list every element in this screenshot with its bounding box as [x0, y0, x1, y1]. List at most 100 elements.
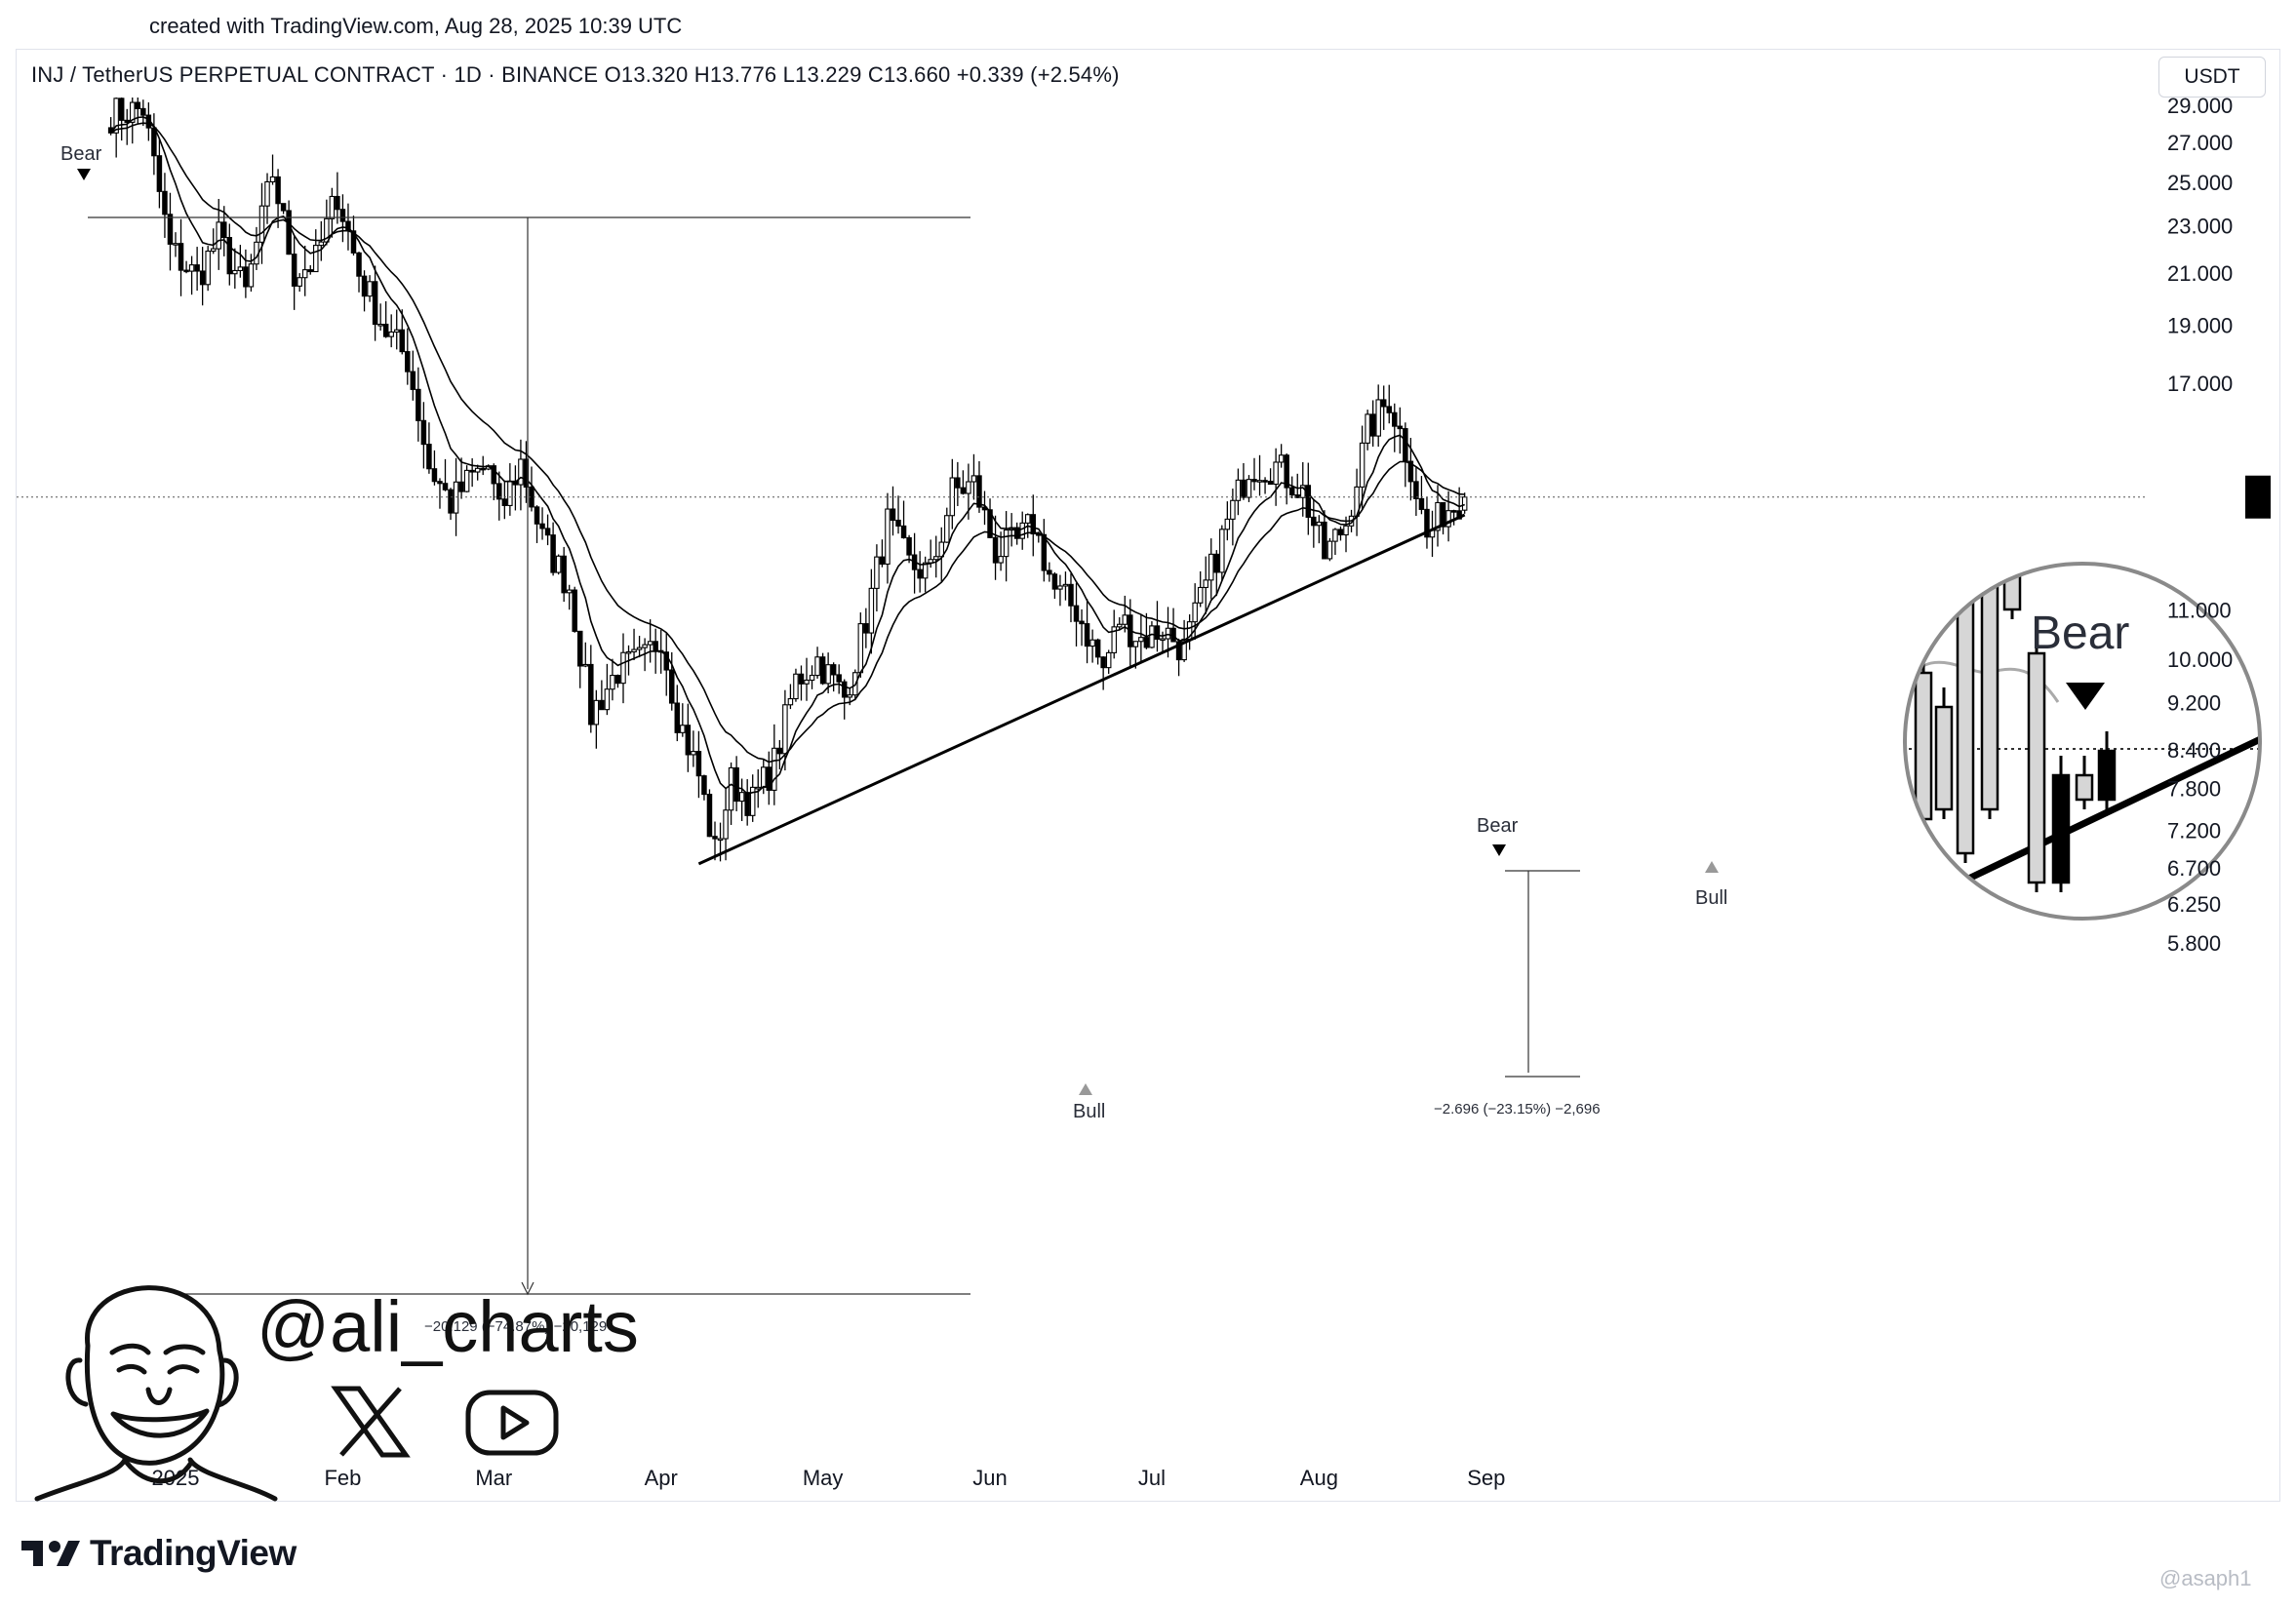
bull-triangle-icon — [1079, 1083, 1092, 1095]
candle-body — [297, 277, 302, 287]
candle-body — [188, 264, 195, 272]
candle-body — [691, 751, 696, 756]
y-tick-label: 11.000 — [2167, 598, 2232, 622]
candle-body — [1235, 479, 1242, 501]
candle-body — [210, 248, 217, 253]
candle-body — [744, 792, 750, 816]
y-tick-label: 23.000 — [2167, 215, 2233, 239]
tradingview-brand[interactable]: TradingView — [20, 1533, 297, 1574]
x-tick-label: Apr — [645, 1466, 678, 1490]
candles — [107, 98, 1468, 862]
candle-body — [1013, 527, 1020, 539]
candle-body — [194, 264, 200, 272]
candle-body — [1241, 479, 1247, 498]
candle-body — [1192, 602, 1198, 623]
candle-body — [653, 641, 658, 651]
candle-body — [825, 664, 831, 685]
ema-slow-line — [110, 122, 1465, 764]
candle-body — [1326, 540, 1333, 560]
candle-body — [1311, 516, 1317, 527]
candle-body — [761, 766, 767, 788]
candle-body — [1041, 533, 1048, 571]
candle-body — [1165, 627, 1171, 640]
candle-body — [766, 766, 772, 791]
candle-body — [377, 323, 383, 327]
candle-body — [1024, 514, 1031, 524]
candle-body — [857, 623, 864, 674]
candle-body — [491, 465, 497, 485]
candle-body — [922, 562, 929, 579]
y-tick-label: 9.200 — [2167, 691, 2221, 716]
candle-body — [356, 252, 362, 277]
candle-body — [836, 674, 842, 683]
candle-body — [1122, 614, 1128, 625]
candle-body — [399, 329, 406, 353]
y-tick-label: 8.400 — [2167, 738, 2221, 763]
bull-triangle-icon — [1705, 861, 1719, 873]
candle-body — [1003, 529, 1009, 558]
y-tick-label: 6.700 — [2167, 856, 2221, 881]
candle-body — [814, 656, 820, 677]
candle-body — [1181, 638, 1187, 661]
x-tick-label: Jun — [972, 1466, 1007, 1490]
candle-body — [1359, 442, 1366, 488]
candle-body — [917, 569, 923, 579]
y-tick-label: 6.250 — [2167, 892, 2221, 917]
candle-body — [1440, 501, 1446, 528]
candle-body — [1100, 656, 1106, 669]
candle-body — [576, 630, 583, 667]
currency-button[interactable]: USDT — [2158, 57, 2266, 98]
candle-body — [749, 786, 756, 816]
youtube-logo-icon[interactable] — [464, 1389, 560, 1457]
candle-body — [1117, 623, 1123, 628]
y-tick-label: 17.000 — [2167, 372, 2233, 396]
candle-body — [669, 669, 675, 704]
time-axis[interactable]: 2025 Feb Mar Apr May Jun Jul Aug Sep — [152, 1466, 1506, 1490]
price-axis[interactable]: 29.000 27.000 25.000 23.000 21.000 19.000 17.0… — [2167, 94, 2271, 956]
candle-body — [301, 269, 308, 279]
candle-body — [1322, 521, 1327, 560]
candle-body — [1057, 585, 1063, 590]
candle-body — [712, 836, 718, 840]
candle-body — [248, 263, 255, 288]
bear-signal-label: Bear — [1477, 815, 1519, 837]
candle-body — [755, 786, 761, 790]
x-tick-label: Jul — [1138, 1466, 1166, 1490]
candle-body — [733, 766, 739, 803]
candle-body — [1246, 479, 1252, 498]
x-logo-icon[interactable] — [330, 1385, 412, 1459]
candle-body — [518, 458, 524, 486]
candle-body — [998, 556, 1004, 564]
x-tick-label: Mar — [475, 1466, 512, 1490]
author-handle: @ali_charts — [257, 1286, 639, 1367]
zoom-candle-body — [2075, 773, 2094, 802]
candle-body — [804, 679, 810, 685]
y-tick-label: 7.200 — [2167, 818, 2221, 843]
candle-body — [1284, 454, 1289, 489]
candle-body — [976, 475, 982, 508]
candle-body — [410, 371, 416, 390]
candle-body — [140, 107, 146, 116]
candle-body — [1138, 637, 1144, 643]
candle-body — [1418, 497, 1425, 510]
candle-body — [1337, 529, 1344, 536]
candle-body — [614, 675, 621, 685]
candle-body — [906, 536, 912, 556]
candle-body — [501, 498, 508, 506]
candle-body — [642, 644, 648, 648]
bear-triangle-icon — [1492, 844, 1506, 856]
candle-body — [173, 243, 178, 246]
candle-body — [550, 534, 556, 573]
candle-body — [1380, 399, 1387, 408]
zoom-candle-body — [2027, 651, 2046, 884]
candle-body — [205, 251, 211, 286]
candle-body — [966, 481, 971, 494]
x-tick-label: Feb — [324, 1466, 361, 1490]
candle-body — [830, 664, 837, 676]
bull-signal-label: Bull — [1073, 1101, 1105, 1122]
candle-body — [469, 469, 475, 473]
support-trendline[interactable] — [697, 513, 1466, 866]
candle-body — [809, 675, 815, 682]
candle-body — [1062, 583, 1069, 587]
